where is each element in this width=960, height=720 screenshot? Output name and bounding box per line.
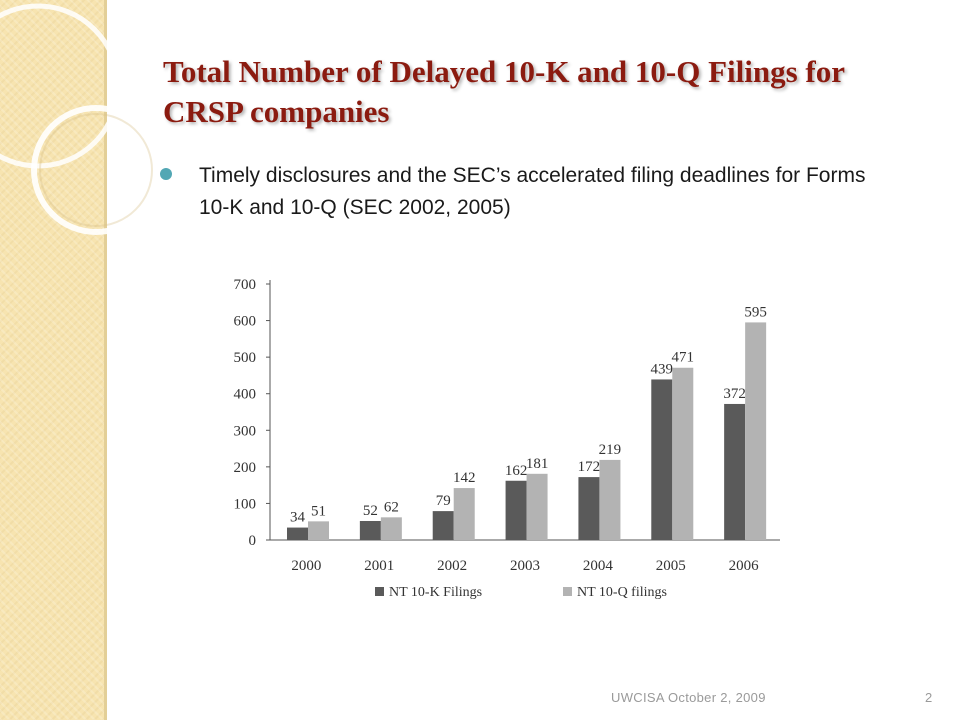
data-label-nt-10q: 595 — [744, 304, 767, 320]
data-label-nt-10q: 471 — [672, 350, 695, 366]
bar-nt-10k — [287, 527, 308, 540]
data-label-nt-10q: 62 — [384, 499, 399, 515]
bar-chart: 0 100 200 300 400 500 600 700 34 51 2000 52 62 2001 79… — [234, 277, 780, 600]
data-label-nt-10k: 34 — [290, 510, 306, 526]
data-label-nt-10q: 51 — [311, 503, 326, 519]
y-tick-label: 700 — [234, 277, 257, 293]
x-tick-label: 2004 — [583, 558, 614, 574]
legend-swatch-nt-10q — [563, 587, 572, 596]
bar-nt-10k — [724, 403, 746, 540]
bar-nt-10q — [745, 322, 767, 540]
page-number: 2 — [925, 690, 933, 705]
footer-text: UWCISA October 2, 2009 — [611, 690, 766, 705]
y-tick-label: 200 — [234, 460, 257, 476]
x-tick-label: 2001 — [364, 558, 394, 574]
data-label-nt-10k: 52 — [363, 503, 378, 519]
bar-nt-10k — [359, 520, 381, 540]
data-label-nt-10k: 162 — [505, 463, 527, 479]
legend-label-nt-10k: NT 10-K Filings — [389, 585, 482, 600]
data-label-nt-10q: 142 — [453, 470, 476, 486]
bar-nt-10k — [651, 379, 673, 540]
y-tick-label: 0 — [249, 533, 257, 549]
data-label-nt-10k: 172 — [578, 459, 601, 475]
slide-title: Total Number of Delayed 10-K and 10-Q Fi… — [163, 54, 845, 129]
decorative-rings — [0, 3, 161, 235]
side-panel-edge — [104, 0, 107, 720]
x-tick-label: 2005 — [656, 558, 686, 574]
deco-ring-large — [0, 3, 121, 169]
bar-nt-10k — [578, 477, 600, 540]
bar-nt-10q — [672, 367, 694, 540]
y-tick-label: 100 — [234, 496, 257, 512]
y-tick-label: 600 — [234, 314, 257, 330]
data-label-nt-10q: 219 — [599, 442, 622, 458]
bar-nt-10q — [599, 459, 621, 540]
bar-nt-10k — [505, 480, 527, 540]
legend-label-nt-10q: NT 10-Q filings — [577, 585, 667, 600]
data-label-nt-10k: 372 — [723, 386, 746, 402]
x-tick-label: 2003 — [510, 558, 540, 574]
x-tick-label: 2006 — [729, 558, 760, 574]
y-tick-label: 300 — [234, 423, 257, 439]
data-label-nt-10k: 439 — [651, 361, 674, 377]
deco-ring-small — [31, 105, 161, 235]
y-tick-label: 500 — [234, 350, 257, 366]
bullet-text: Timely disclosures and the SEC’s acceler… — [199, 164, 866, 219]
x-tick-label: 2002 — [437, 558, 467, 574]
bar-nt-10q — [380, 517, 402, 540]
x-tick-label: 2000 — [291, 558, 321, 574]
side-decor-panel — [0, 0, 104, 720]
bar-nt-10q — [308, 521, 329, 540]
legend-swatch-nt-10k — [375, 587, 384, 596]
bar-nt-10q — [453, 488, 475, 540]
data-label-nt-10q: 181 — [526, 456, 549, 472]
data-label-nt-10k: 79 — [436, 493, 451, 509]
bullet-dot-icon — [160, 168, 172, 180]
deco-ring-shade — [39, 113, 153, 227]
bar-nt-10q — [526, 473, 548, 540]
y-tick-label: 400 — [234, 387, 257, 403]
bar-nt-10k — [432, 511, 454, 540]
